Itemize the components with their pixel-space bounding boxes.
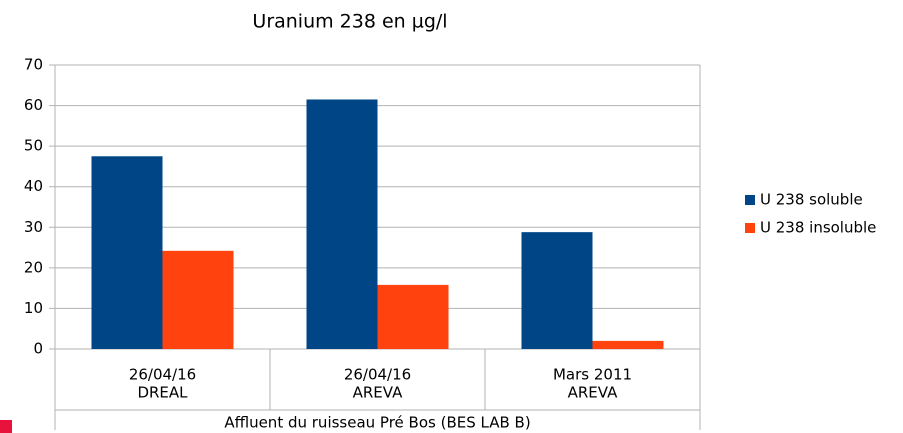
chart-title: Uranium 238 en µg/l <box>252 11 447 33</box>
corner-marker <box>0 420 12 433</box>
bar <box>306 99 378 349</box>
y-tick-label: 30 <box>24 218 43 236</box>
y-tick-label: 40 <box>24 177 43 195</box>
x-tick-label: Mars 2011 <box>553 366 632 384</box>
x-tick-label: 26/04/16 <box>344 366 411 384</box>
legend-swatch <box>745 195 755 205</box>
legend-label: U 238 soluble <box>760 191 863 209</box>
bar <box>162 250 234 349</box>
legend-swatch <box>745 223 755 233</box>
x-tick-label: AREVA <box>353 384 403 402</box>
bar <box>91 156 163 349</box>
y-tick-label: 50 <box>24 137 43 155</box>
y-tick-label: 70 <box>24 56 43 74</box>
bar <box>521 232 593 349</box>
x-tick-label: AREVA <box>568 384 618 402</box>
x-tick-label: 26/04/16 <box>129 366 196 384</box>
y-tick-label: 10 <box>24 299 43 317</box>
bar <box>592 340 664 349</box>
y-tick-label: 0 <box>33 340 43 358</box>
legend-label: U 238 insoluble <box>760 219 876 237</box>
y-tick-label: 20 <box>24 258 43 276</box>
x-tick-label: DREAL <box>137 384 188 402</box>
bar <box>377 284 449 349</box>
group-label: Affluent du ruisseau Pré Bos (BES LAB B) <box>224 414 530 432</box>
y-tick-label: 60 <box>24 96 43 114</box>
